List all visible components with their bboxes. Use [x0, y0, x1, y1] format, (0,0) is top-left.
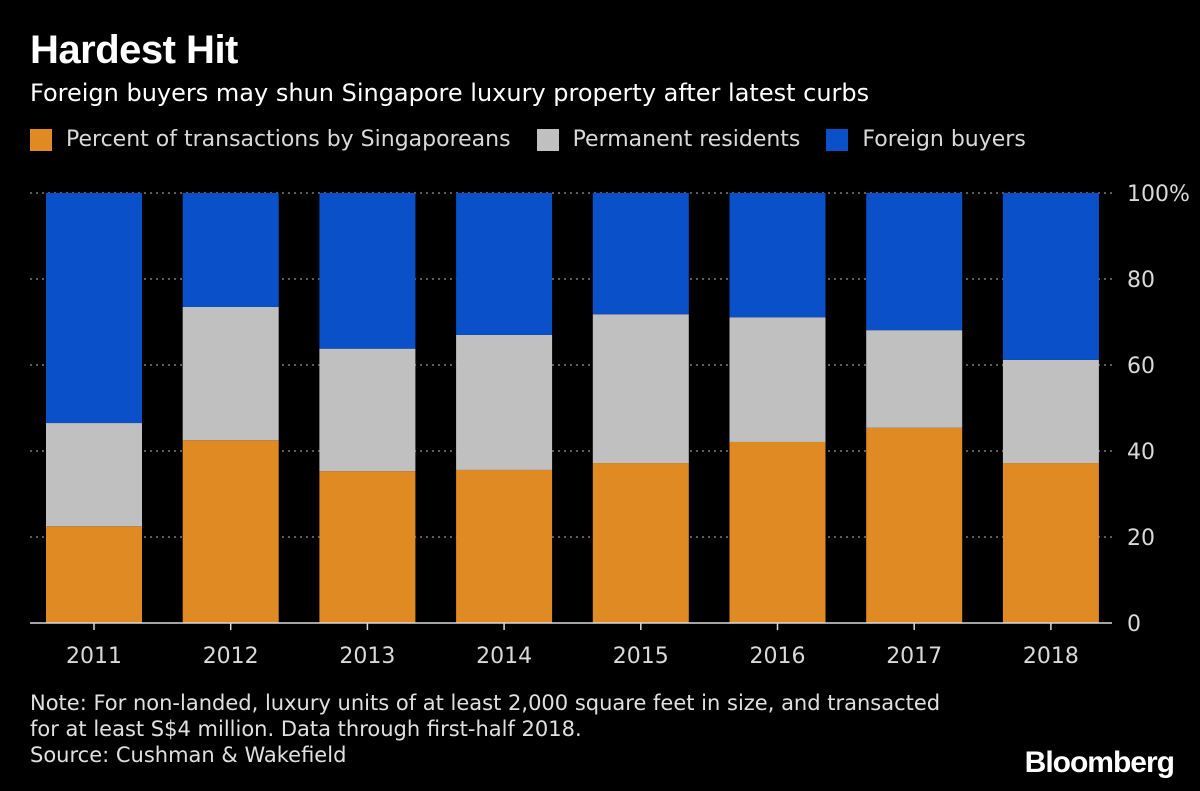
- bar-2012-series-0: [182, 440, 279, 623]
- bar-2013-series-2: [319, 193, 416, 349]
- y-tick-label-100: 100%: [1127, 182, 1190, 207]
- bar-2016-series-2: [729, 193, 826, 318]
- bar-2011-series-0: [46, 526, 142, 623]
- bar-2017-series-0: [866, 427, 963, 623]
- bar-2015-series-2: [592, 193, 689, 315]
- bar-2017-series-1: [866, 330, 963, 428]
- stacked-bar-chart: 0 20 40 60 80 100% 2011 2012 2013 2014 2015 2016 201…: [30, 182, 1190, 669]
- y-tick-label-20: 20: [1127, 526, 1155, 551]
- legend: Percent of transactions by Singaporeans …: [30, 125, 1052, 155]
- bar-2011-series-1: [46, 423, 142, 527]
- x-tick-label-2013: 2013: [339, 644, 395, 669]
- x-tick-label-2014: 2014: [476, 644, 532, 669]
- bar-2017-series-2: [866, 193, 963, 331]
- bar-2013-series-1: [319, 348, 416, 472]
- legend-swatch-foreign-buyers: [826, 129, 849, 151]
- chart-title: Hardest Hit: [30, 28, 238, 72]
- bar-2018-series-2: [1002, 193, 1099, 360]
- x-tick-label-2018: 2018: [1023, 644, 1079, 669]
- bar-2014-series-2: [456, 193, 553, 335]
- note-line-1: Note: For non-landed, luxury units of at…: [30, 691, 941, 715]
- legend-swatch-permanent-residents: [536, 129, 559, 151]
- x-tick-label-2015: 2015: [613, 644, 669, 669]
- legend-label-permanent-residents: Permanent residents: [572, 127, 801, 152]
- x-tick-label-2012: 2012: [203, 644, 259, 669]
- bar-2015-series-0: [592, 463, 689, 623]
- legend-label-foreign-buyers: Foreign buyers: [862, 127, 1026, 152]
- legend-item-foreign-buyers: Foreign buyers: [826, 125, 1026, 155]
- y-tick-label-80: 80: [1127, 268, 1155, 293]
- bar-2015-series-1: [592, 314, 689, 464]
- bar-2016-series-0: [729, 441, 826, 623]
- bar-2012-series-2: [182, 193, 279, 307]
- legend-label-singaporeans: Percent of transactions by Singaporeans: [66, 127, 511, 152]
- legend-swatch-singaporeans: [30, 129, 52, 151]
- y-tick-label-60: 60: [1127, 354, 1155, 379]
- bar-2012-series-1: [182, 306, 279, 441]
- bar-2018-series-1: [1002, 359, 1099, 464]
- chart-subtitle: Foreign buyers may shun Singapore luxury…: [30, 79, 870, 107]
- bloomberg-logo: Bloomberg: [1024, 746, 1175, 779]
- note-line-2: for at least S$4 million. Data through f…: [30, 717, 582, 741]
- bar-2018-series-0: [1002, 463, 1099, 623]
- source-line: Source: Cushman & Wakefield: [30, 743, 347, 767]
- x-tick-label-2016: 2016: [750, 644, 806, 669]
- legend-item-singaporeans: Percent of transactions by Singaporeans: [30, 125, 511, 155]
- bar-2014-series-0: [456, 469, 553, 623]
- y-tick-label-0: 0: [1127, 612, 1141, 637]
- bar-2014-series-1: [456, 334, 553, 470]
- bar-2016-series-1: [729, 317, 826, 442]
- x-tick-label-2011: 2011: [66, 644, 122, 669]
- bar-2011-series-2: [46, 193, 142, 424]
- bar-2013-series-0: [319, 471, 416, 623]
- x-tick-label-2017: 2017: [886, 644, 942, 669]
- legend-item-permanent-residents: Permanent residents: [536, 125, 801, 155]
- y-tick-label-40: 40: [1127, 440, 1155, 465]
- chart-notes: Note: For non-landed, luxury units of at…: [30, 690, 940, 768]
